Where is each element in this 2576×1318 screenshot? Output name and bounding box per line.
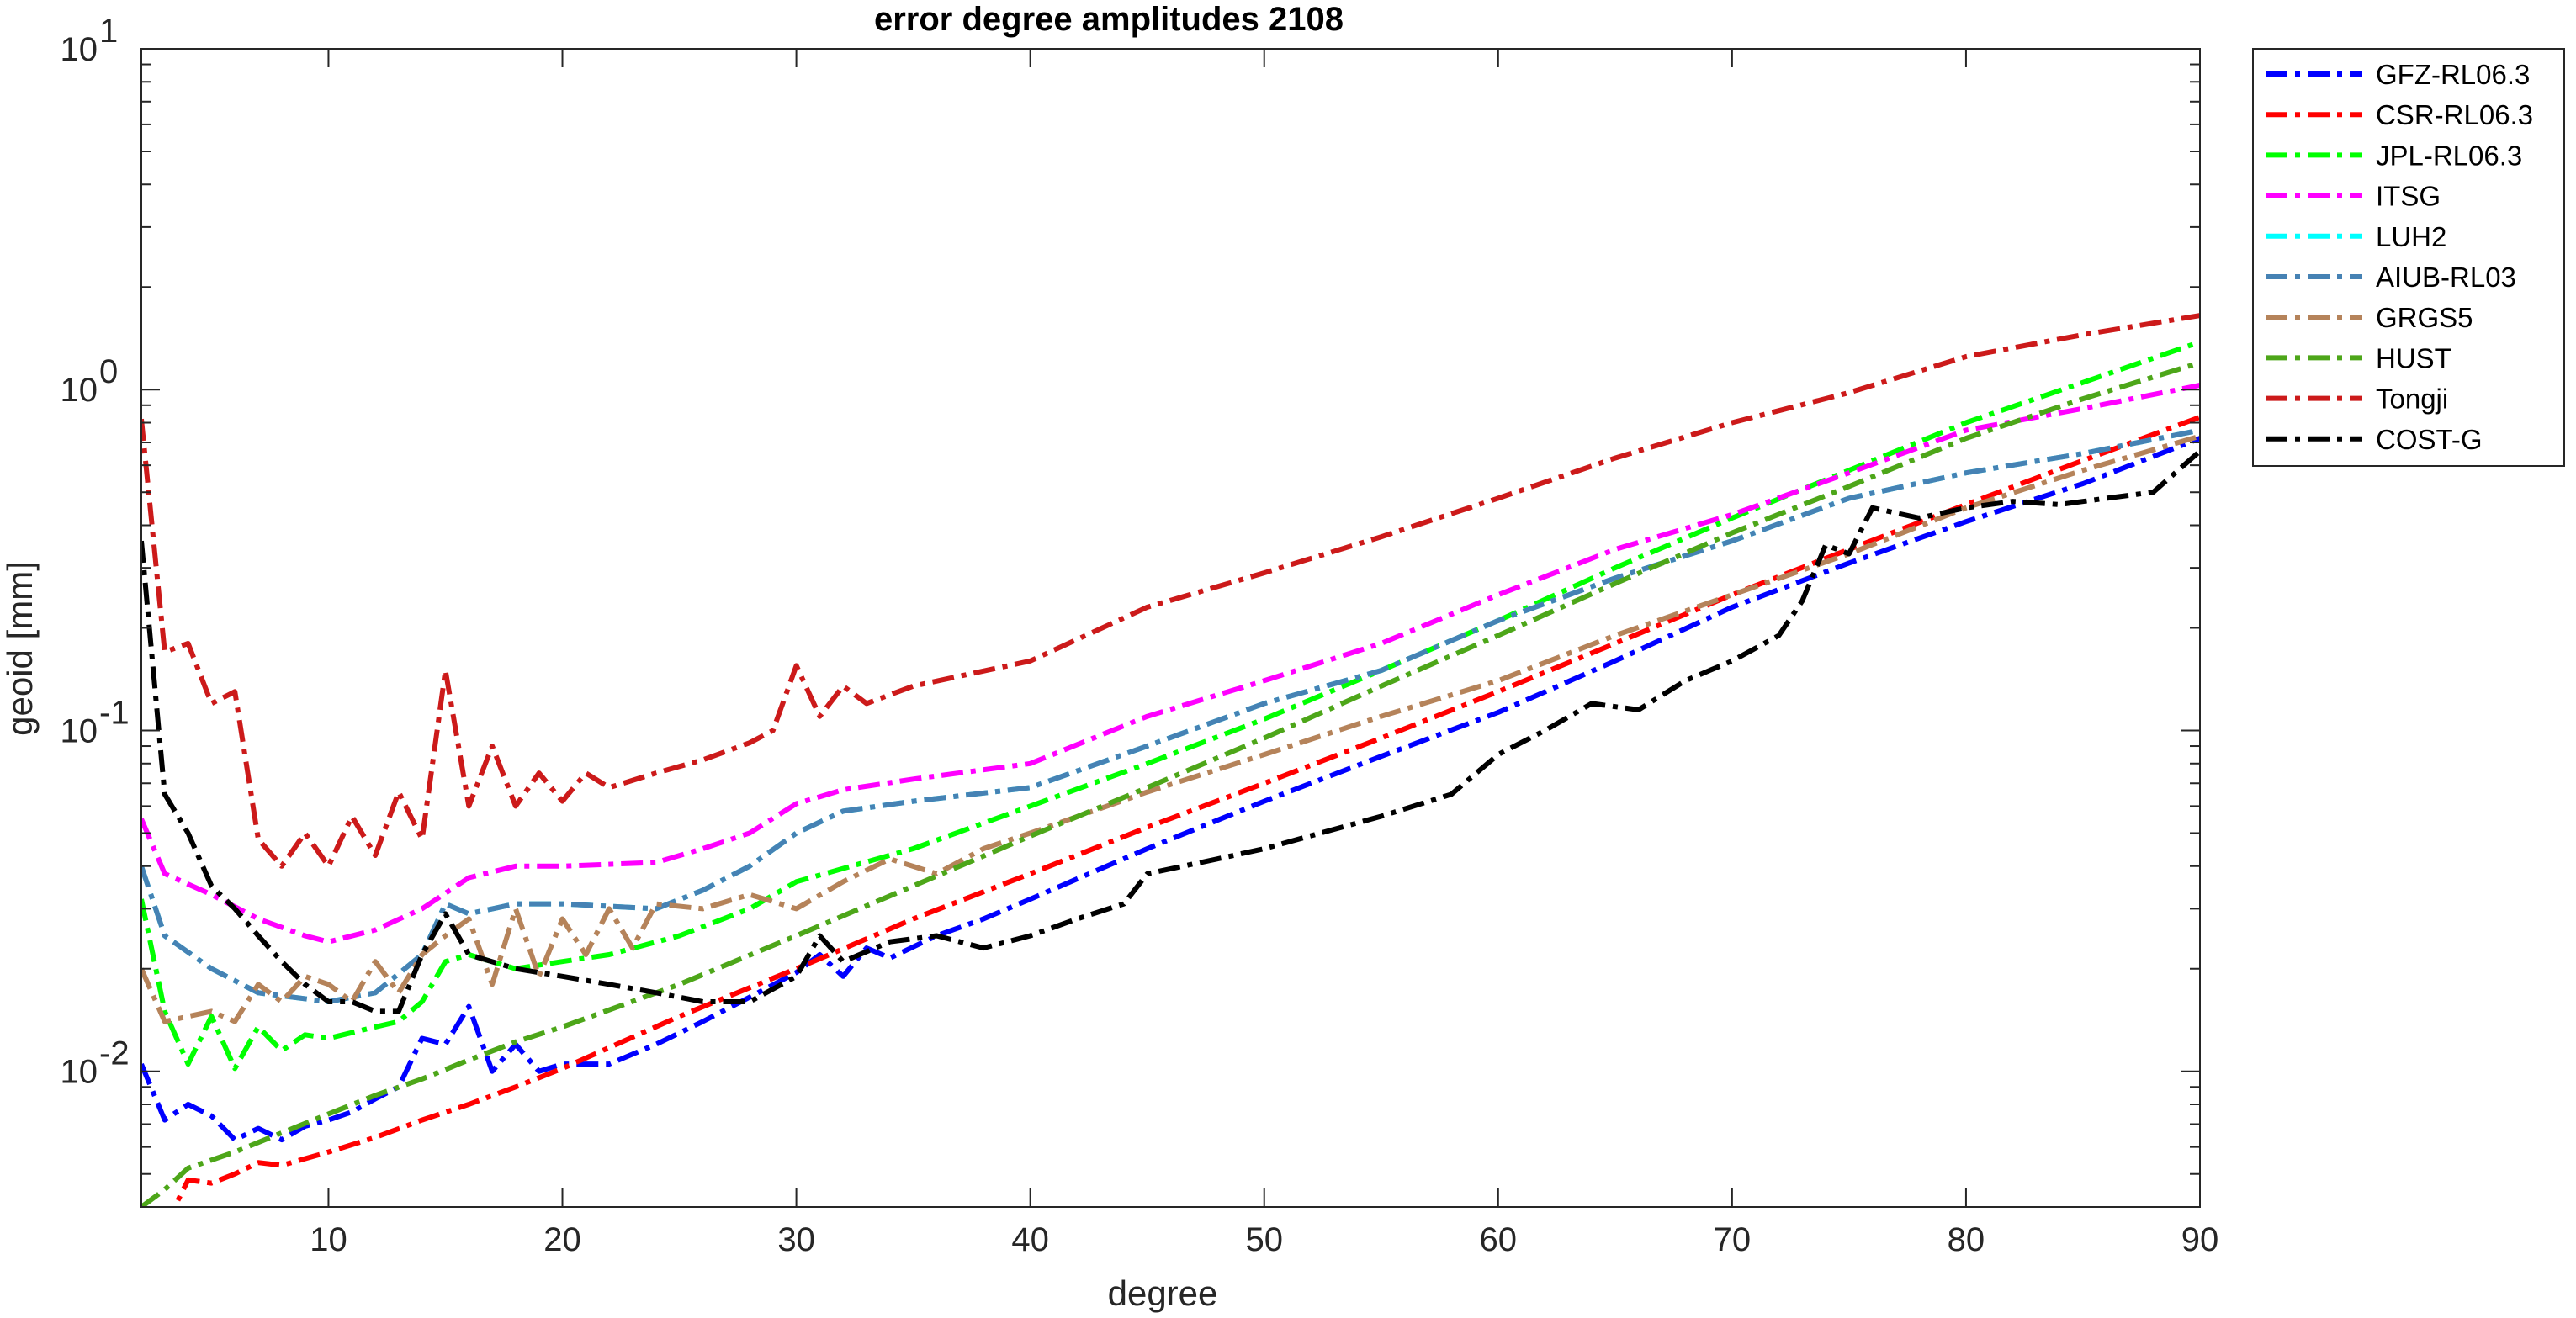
series-line-gfz-rl06-3 — [141, 436, 2200, 1143]
series-line-grgs5 — [141, 433, 2200, 1024]
legend-label-itsg: ITSG — [2376, 181, 2441, 212]
y-tick-exponent: 1 — [99, 13, 118, 50]
series-line-hust — [141, 360, 2200, 1207]
legend-label-csr-rl06-3: CSR-RL06.3 — [2376, 99, 2533, 130]
x-tick-label: 50 — [1245, 1221, 1283, 1258]
x-tick-label: 40 — [1011, 1221, 1049, 1258]
x-axis-label: degree — [1108, 1273, 1218, 1313]
legend: GFZ-RL06.3 CSR-RL06.3 JPL-RL06.3 ITSG LUH2 AI… — [2252, 48, 2565, 467]
series-line-aiub-rl03 — [141, 427, 2200, 1004]
legend-label-aiub-rl03: AIUB-RL03 — [2376, 262, 2516, 293]
x-tick-label: 30 — [777, 1221, 815, 1258]
series-line-tongji — [141, 313, 2200, 869]
x-tick-label: 70 — [1714, 1221, 1752, 1258]
y-tick-exponent: 0 — [99, 353, 118, 390]
y-tick-exponent: -1 — [99, 694, 130, 731]
y-tick-label: 10 — [61, 372, 98, 409]
legend-box — [2252, 48, 2565, 467]
y-tick-exponent: -2 — [99, 1035, 130, 1072]
x-tick-label: 10 — [310, 1221, 347, 1258]
x-tick-label: 20 — [543, 1221, 581, 1258]
legend-label-gfz-rl06-3: GFZ-RL06.3 — [2376, 59, 2530, 90]
legend-label-tongji: Tongji — [2376, 384, 2448, 415]
y-tick-label: 10 — [61, 31, 98, 68]
y-tick-label: 10 — [61, 712, 98, 749]
y-axis-label: geoid [mm] — [0, 561, 40, 736]
legend-label-jpl-rl06-3: JPL-RL06.3 — [2376, 140, 2522, 171]
series-line-cost-g — [141, 449, 2200, 1014]
legend-label-grgs5: GRGS5 — [2376, 302, 2473, 333]
series-lines — [141, 313, 2200, 1207]
x-tick-label: 80 — [1948, 1221, 1985, 1258]
y-tick-label: 10 — [61, 1054, 98, 1091]
x-tick-label: 90 — [2181, 1221, 2219, 1258]
chart-title: error degree amplitudes 2108 — [874, 1, 1344, 38]
legend-label-hust: HUST — [2376, 342, 2451, 373]
legend-label-cost-g: COST-G — [2376, 424, 2483, 455]
x-tick-label: 60 — [1480, 1221, 1518, 1258]
series-line-itsg — [141, 383, 2200, 945]
legend-label-luh2: LUH2 — [2376, 221, 2446, 252]
